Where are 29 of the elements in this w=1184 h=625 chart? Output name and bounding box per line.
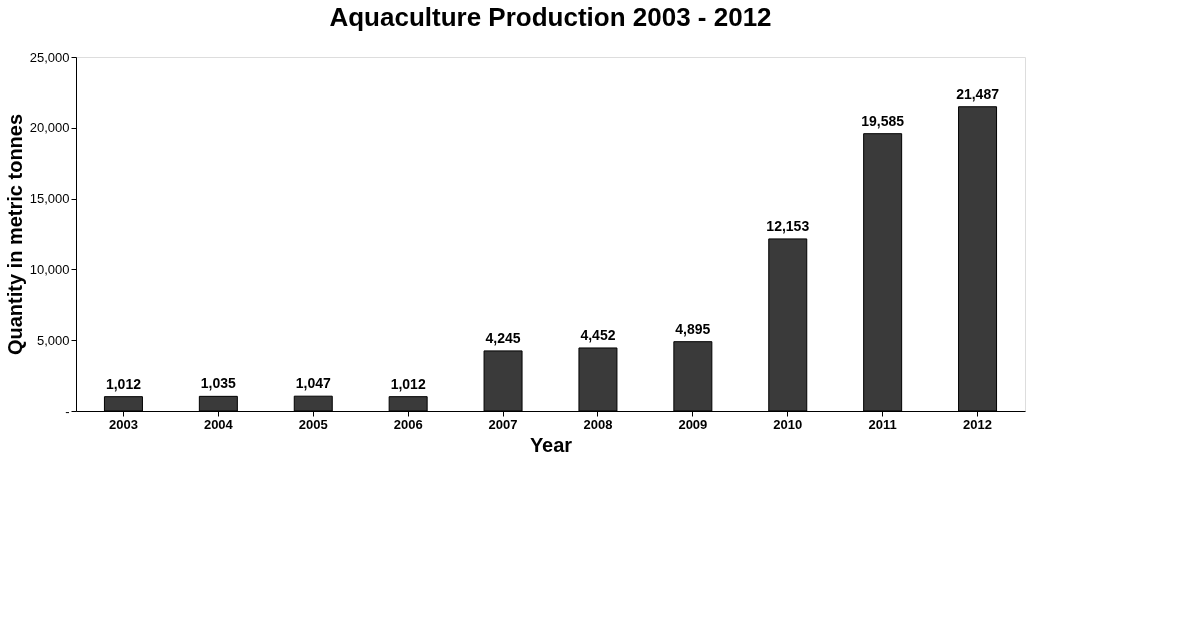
y-axis-title: Quantity in metric tonnes bbox=[3, 113, 26, 356]
x-tick-label: 2008 bbox=[583, 416, 613, 432]
x-tick-label: 2009 bbox=[678, 416, 708, 432]
y-tick-label: - bbox=[65, 403, 70, 419]
y-tick-label: 15,000 bbox=[29, 191, 70, 207]
x-tick-label: 2012 bbox=[963, 416, 993, 432]
x-tick-label: 2011 bbox=[868, 416, 897, 432]
data-label: 19,585 bbox=[861, 112, 905, 129]
data-label: 4,452 bbox=[580, 326, 616, 343]
chart-title: Aquaculture Production 2003 - 2012 bbox=[329, 2, 772, 32]
data-label: 12,153 bbox=[766, 217, 810, 234]
data-label: 21,487 bbox=[956, 85, 1000, 102]
y-tick-label: 25,000 bbox=[29, 49, 70, 65]
x-tick-label: 2005 bbox=[298, 416, 328, 432]
y-tick-label: 20,000 bbox=[29, 120, 70, 136]
data-label: 1,047 bbox=[295, 375, 331, 392]
data-label: 1,012 bbox=[390, 375, 426, 392]
data-label: 4,245 bbox=[485, 329, 521, 346]
y-tick-label: 10,000 bbox=[29, 261, 70, 277]
x-tick-label: 2004 bbox=[203, 416, 234, 432]
x-tick-label: 2010 bbox=[773, 416, 803, 432]
x-tick-label: 2003 bbox=[108, 416, 138, 432]
data-label: 1,012 bbox=[105, 375, 142, 392]
x-tick-label: 2006 bbox=[393, 416, 423, 432]
x-tick-label: 2007 bbox=[488, 416, 518, 432]
y-tick-label: 5,000 bbox=[36, 332, 70, 348]
data-label: 4,895 bbox=[675, 320, 711, 337]
data-label: 1,035 bbox=[200, 375, 237, 392]
x-axis-title: Year bbox=[529, 433, 573, 456]
